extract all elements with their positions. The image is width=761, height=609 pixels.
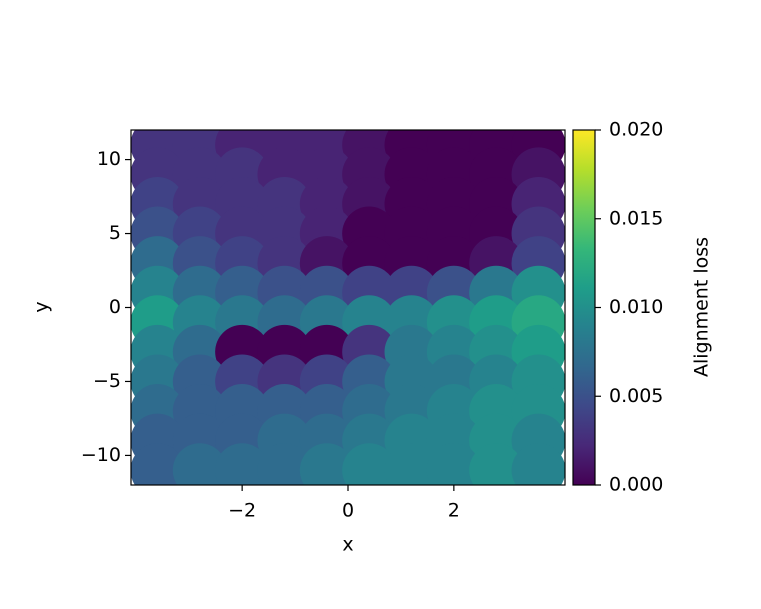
scatter-point	[172, 443, 227, 485]
scatter-point	[131, 443, 185, 485]
scatter-point	[511, 443, 565, 485]
y-tick-label: −5	[93, 370, 121, 392]
colorbar-tick-label: 0.020	[609, 119, 663, 141]
scatter-point	[215, 443, 270, 485]
scatter-point	[342, 443, 397, 485]
y-tick-label: −10	[81, 444, 121, 466]
scatter-points	[131, 130, 565, 485]
colorbar-tick-label: 0.000	[609, 474, 663, 496]
scatter-point	[384, 443, 439, 485]
scatter-point	[257, 443, 312, 485]
y-tick-label: 0	[109, 296, 121, 318]
colorbar-tick-label: 0.005	[609, 385, 663, 407]
scatter-point	[299, 443, 354, 485]
x-axis-label: x	[342, 534, 353, 556]
colorbar-tick-label: 0.015	[609, 207, 663, 229]
y-tick-label: 10	[97, 148, 121, 170]
x-tick-label: −2	[228, 500, 256, 522]
colorbar-label: Alignment loss	[691, 237, 713, 377]
colorbar	[572, 129, 596, 486]
y-axis-label: y	[31, 301, 53, 312]
scatter-point	[426, 443, 481, 485]
x-tick-label: 2	[448, 500, 460, 522]
scatter-point	[469, 443, 524, 485]
y-tick-label: 5	[109, 222, 121, 244]
x-tick-label: 0	[342, 500, 354, 522]
colorbar-tick-label: 0.010	[609, 296, 663, 318]
